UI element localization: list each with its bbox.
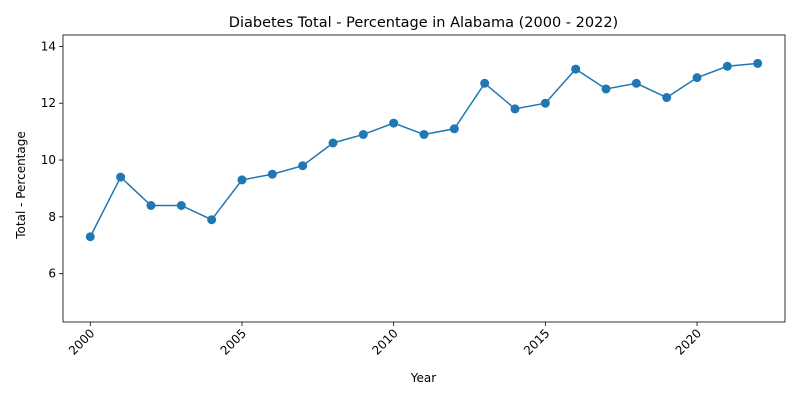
plot-frame (62, 34, 786, 323)
y-tick-label: 14 (41, 39, 56, 53)
data-point (510, 104, 520, 114)
data-point (328, 138, 338, 148)
data-point (631, 78, 641, 88)
data-point (389, 118, 399, 128)
data-point (449, 124, 459, 134)
data-point (237, 175, 247, 185)
y-tick-label: 12 (41, 96, 56, 110)
y-axis-title: Total - Percentage (14, 131, 28, 240)
data-point (601, 84, 611, 94)
y-tick-label: 10 (41, 153, 56, 167)
y-tick-label: 6 (48, 267, 56, 281)
chart-title: Diabetes Total - Percentage in Alabama (… (229, 15, 618, 31)
x-tick-label: 2005 (218, 326, 249, 357)
data-point (358, 129, 368, 139)
data-point (571, 64, 581, 74)
data-point (176, 200, 186, 210)
data-point (722, 61, 732, 71)
data-point (480, 78, 490, 88)
plot-area: 2000 2005 2010 2015 2020 6 8 10 12 14 (41, 34, 786, 358)
series-line (89, 62, 758, 238)
data-point (692, 73, 702, 83)
data-point (419, 129, 429, 139)
x-tick-label: 2020 (673, 326, 704, 357)
data-point (116, 172, 126, 182)
data-point (298, 161, 308, 171)
data-point (146, 200, 156, 210)
y-tick-label: 8 (48, 210, 56, 224)
x-axis-title: Year (410, 371, 436, 385)
data-point (662, 93, 672, 103)
x-tick-label: 2010 (369, 326, 400, 357)
data-point (207, 215, 217, 225)
x-tick-label: 2015 (521, 326, 552, 357)
data-point (85, 232, 95, 242)
x-tick-label: 2000 (66, 326, 97, 357)
data-point (753, 58, 763, 68)
data-point (267, 169, 277, 179)
data-point (540, 98, 550, 108)
